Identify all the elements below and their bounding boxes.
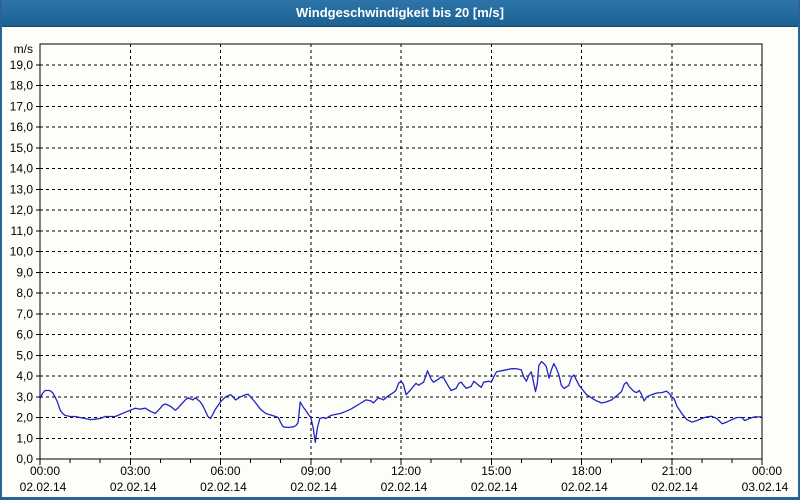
y-tick-label: 1,0 (16, 431, 33, 445)
x-tick-time-label: 03:00 (120, 464, 150, 478)
y-tick-label: 9,0 (16, 265, 33, 279)
wind-speed-line-chart: 19,0 18,0 17,0 16,0 15,0 14,0 13,0 12,0 11,0 10,0… (10, 42, 789, 494)
x-tick-date-label: 02.02.14 (20, 480, 67, 494)
y-tick-label: 17,0 (10, 99, 34, 113)
y-axis-unit-label: m/s (14, 42, 33, 56)
x-tick-time-label: 09:00 (301, 464, 331, 478)
x-tick-time-label: 00:00 (752, 464, 782, 478)
chart-title-bar: Windgeschwindigkeit bis 20 [m/s] (2, 0, 798, 27)
y-tick-label: 7,0 (16, 307, 33, 321)
y-tick-label: 18,0 (10, 79, 34, 93)
y-tick-label: 2,0 (16, 411, 33, 425)
y-tick-label: 8,0 (16, 286, 33, 300)
y-tick-label: 3,0 (16, 390, 33, 404)
x-tick-time-label: 21:00 (662, 464, 692, 478)
x-tick-time-label: 12:00 (391, 464, 421, 478)
y-tick-label: 12,0 (10, 203, 34, 217)
chart-area: 19,0 18,0 17,0 16,0 15,0 14,0 13,0 12,0 11,0 10,0… (2, 27, 798, 497)
y-tick-label: 6,0 (16, 328, 33, 342)
y-tick-label: 14,0 (10, 162, 34, 176)
y-tick-label: 13,0 (10, 182, 34, 196)
y-tick-label: 19,0 (10, 58, 34, 72)
x-tick-time-label: 15:00 (481, 464, 511, 478)
x-tick-date-label: 02.02.14 (381, 480, 428, 494)
page-title: Windgeschwindigkeit bis 20 [m/s] (296, 5, 504, 20)
x-tick-date-label: 02.02.14 (200, 480, 247, 494)
y-tick-label: 11,0 (11, 224, 34, 238)
x-tick-date-label: 02.02.14 (561, 480, 608, 494)
x-tick-date-label: 02.02.14 (110, 480, 157, 494)
y-tick-label: 16,0 (10, 120, 34, 134)
x-tick-date-label: 02.02.14 (471, 480, 518, 494)
x-tick-time-label: 06:00 (210, 464, 240, 478)
x-tick-date-label: 02.02.14 (290, 480, 337, 494)
y-tick-label: 10,0 (10, 245, 34, 259)
wind-speed-series-line (39, 360, 762, 444)
y-tick-label: 15,0 (10, 141, 34, 155)
y-tick-label: 4,0 (16, 369, 33, 383)
x-tick-time-label: 00:00 (30, 464, 60, 478)
y-tick-label: 5,0 (16, 348, 33, 362)
x-tick-date-label: 02.02.14 (651, 480, 698, 494)
x-tick-date-label: 03.02.14 (742, 480, 789, 494)
x-tick-time-label: 18:00 (571, 464, 601, 478)
y-tick-label: 0,0 (16, 452, 33, 466)
